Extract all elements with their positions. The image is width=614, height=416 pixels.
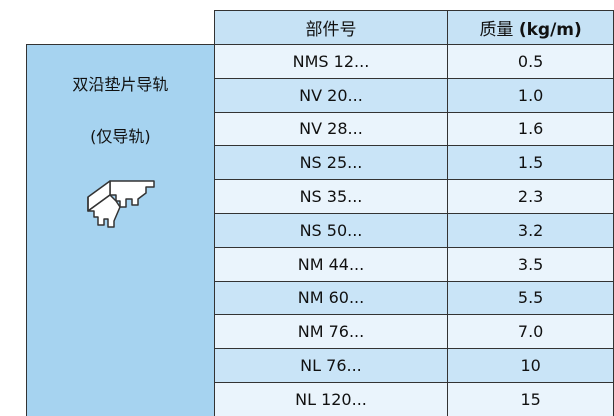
mass-cell: 10 — [447, 348, 614, 383]
mass-cell: 1.5 — [447, 145, 614, 181]
header-cell: 部件号 — [213, 10, 449, 45]
part-cell: NS 50... — [213, 212, 449, 248]
mass-cell: 0.5 — [447, 44, 614, 79]
mass-cell: 1.0 — [447, 77, 614, 113]
header-text: 质量 — [479, 20, 514, 40]
mass-cell: 3.2 — [447, 212, 614, 248]
table-row: 双沿垫片导轨 (仅导轨) NMS 12... 0.5 — [26, 44, 614, 416]
mass-cell: 2.3 — [447, 179, 614, 214]
mass-cell: 3.5 — [447, 246, 614, 282]
table-row: NV 20... 1.0 — [27, 77, 614, 113]
table-row: NS 25... 1.5 — [27, 145, 614, 181]
header-cell: 质量 (kg/m) — [447, 10, 614, 45]
part-cell: NV 20... — [213, 77, 449, 113]
table-row: NL 120... 15 — [27, 381, 614, 416]
mass-cell: 1.6 — [447, 111, 614, 147]
part-cell: NV 28... — [213, 111, 449, 147]
table-row: NS 50... 3.2 — [27, 212, 614, 248]
blank-cell — [26, 10, 215, 45]
mass-table: 部件号 质量 (kg/m) 双沿垫片导轨 (仅导轨) NMS 12... 0.5 NV … — [26, 10, 614, 416]
part-cell: NL 76... — [213, 348, 449, 383]
table-body: 部件号 质量 (kg/m) 双沿垫片导轨 (仅导轨) NMS 12... 0.5 NV … — [26, 10, 614, 416]
rail-icon — [87, 180, 156, 228]
part-cell: NM 60... — [213, 280, 449, 316]
part-cell: NM 76... — [213, 314, 449, 350]
side-subtitle: (仅导轨) — [90, 127, 151, 146]
table-row: NS 35... 2.3 — [27, 179, 614, 214]
part-cell: NMS 12... — [213, 44, 449, 79]
table-row: NM 44... 3.5 — [27, 246, 614, 282]
mass-cell: 5.5 — [447, 280, 614, 316]
side-panel: 双沿垫片导轨 (仅导轨) — [26, 44, 215, 416]
header-unit: (kg/m) — [518, 20, 582, 40]
part-cell: NS 35... — [213, 179, 449, 214]
part-cell: NS 25... — [213, 145, 449, 181]
header-row: 部件号 质量 (kg/m) — [26, 10, 614, 45]
part-cell: NL 120... — [213, 381, 449, 416]
part-cell: NM 44... — [213, 246, 449, 282]
mass-cell: 7.0 — [447, 314, 614, 350]
table-row: NM 60... 5.5 — [27, 280, 614, 316]
table-row: NM 76... 7.0 — [27, 314, 614, 350]
mass-cell: 15 — [447, 381, 614, 416]
side-title: 双沿垫片导轨 — [72, 75, 169, 94]
